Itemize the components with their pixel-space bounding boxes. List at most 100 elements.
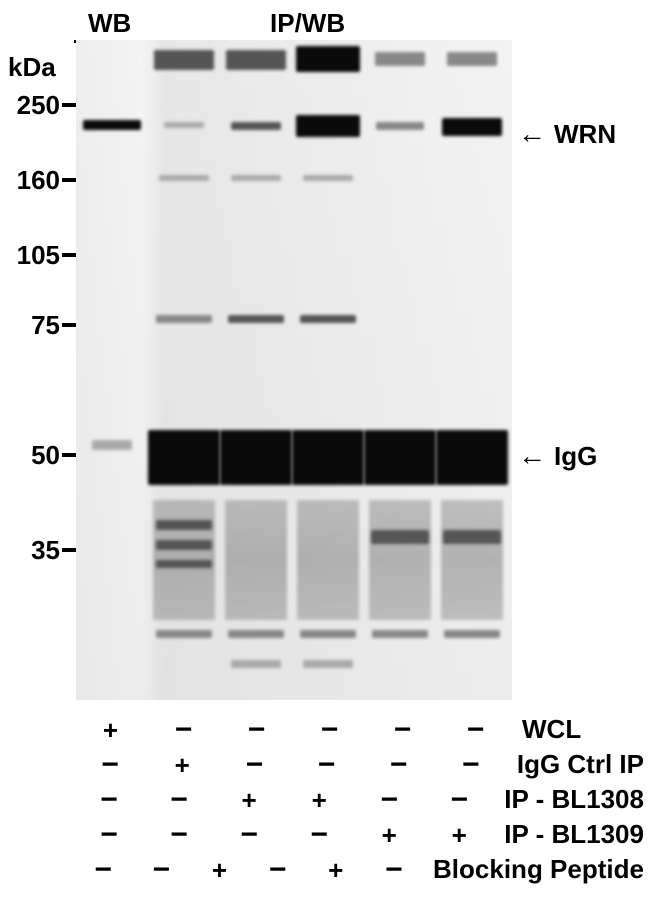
blot-band <box>159 175 209 181</box>
condition-cell: − <box>354 785 424 815</box>
blot-band <box>154 50 214 70</box>
blot-image <box>76 40 512 700</box>
blot-band <box>369 500 431 620</box>
condition-cell: − <box>439 715 512 745</box>
blot-band <box>376 122 424 130</box>
condition-cell: + <box>284 787 354 813</box>
condition-cell: − <box>435 750 507 780</box>
igg-label: IgG <box>554 441 597 472</box>
ipwb-header-label: IP/WB <box>270 8 345 39</box>
blot-band <box>228 315 284 323</box>
condition-cell: + <box>354 822 424 848</box>
condition-cell: − <box>424 785 494 815</box>
condition-cell: − <box>74 855 132 885</box>
blot-band <box>228 630 284 638</box>
condition-cell: − <box>249 855 307 885</box>
blot-band <box>231 175 281 181</box>
condition-cell: + <box>307 857 365 883</box>
blot-band <box>441 500 503 620</box>
blot-band <box>156 520 212 530</box>
wb-header-label: WB <box>88 8 131 39</box>
blot-band <box>231 660 281 668</box>
condition-cell: − <box>293 715 366 745</box>
condition-cell: − <box>144 820 214 850</box>
arrow-wrn: ← WRN <box>518 118 616 150</box>
blot-band <box>303 660 353 668</box>
condition-label: IgG Ctrl IP <box>517 749 644 780</box>
marker-tick <box>62 323 76 327</box>
blot-band <box>375 52 425 66</box>
blot-band <box>92 440 132 450</box>
blot-band <box>292 430 364 485</box>
condition-cell: − <box>74 785 144 815</box>
blot-band <box>156 315 212 323</box>
blot-band <box>164 122 204 128</box>
blot-band <box>296 115 360 137</box>
blot-band <box>148 430 220 485</box>
condition-cell: − <box>290 750 362 780</box>
blot-band <box>364 430 436 485</box>
blot-band <box>442 118 502 136</box>
blot-band <box>297 500 359 620</box>
blot-band <box>444 630 500 638</box>
marker-label: 35 <box>0 535 60 566</box>
blot-band <box>371 530 429 544</box>
condition-label: WCL <box>522 714 581 745</box>
blot-band <box>225 500 287 620</box>
condition-cell: + <box>146 752 218 778</box>
condition-row: −+−−−−IgG Ctrl IP <box>74 747 644 782</box>
condition-cell: − <box>214 820 284 850</box>
condition-cell: + <box>74 717 147 743</box>
blot-band <box>156 630 212 638</box>
blot-band <box>372 630 428 638</box>
condition-label: IP - BL1308 <box>504 784 644 815</box>
marker-label: 250 <box>0 90 60 121</box>
wrn-label: WRN <box>554 119 616 150</box>
condition-row: −−++−−IP - BL1308 <box>74 782 644 817</box>
condition-row: −−+−+−Blocking Peptide <box>74 852 644 887</box>
blot-band <box>156 540 212 550</box>
condition-cell: − <box>218 750 290 780</box>
blot-band <box>300 315 356 323</box>
marker-label: 160 <box>0 165 60 196</box>
arrow-igg: ← IgG <box>518 440 597 472</box>
blot-band <box>156 560 212 568</box>
condition-cell: + <box>424 822 494 848</box>
condition-label: IP - BL1309 <box>504 819 644 850</box>
condition-label: Blocking Peptide <box>433 854 644 885</box>
condition-table: +−−−−−WCL−+−−−−IgG Ctrl IP−−++−−IP - BL1… <box>74 712 644 887</box>
blot-band <box>447 52 497 66</box>
blot-band <box>220 430 292 485</box>
marker-label: 75 <box>0 310 60 341</box>
blot-band <box>436 430 508 485</box>
blot-band <box>300 630 356 638</box>
arrow-left-icon: ← <box>518 440 546 472</box>
marker-tick <box>62 103 76 107</box>
condition-cell: + <box>214 787 284 813</box>
condition-cell: − <box>365 855 423 885</box>
marker-label: 105 <box>0 240 60 271</box>
condition-cell: − <box>144 785 214 815</box>
blot-band <box>296 46 360 72</box>
condition-cell: − <box>132 855 190 885</box>
condition-cell: − <box>284 820 354 850</box>
marker-tick <box>62 453 76 457</box>
condition-row: +−−−−−WCL <box>74 712 644 747</box>
blot-band <box>226 50 286 70</box>
marker-tick <box>62 253 76 257</box>
marker-label: 50 <box>0 440 60 471</box>
blot-band <box>231 122 281 130</box>
kda-label: kDa <box>8 52 56 83</box>
arrow-left-icon: ← <box>518 118 546 150</box>
marker-tick <box>62 178 76 182</box>
blot-band <box>83 120 141 130</box>
condition-cell: − <box>74 820 144 850</box>
condition-cell: − <box>147 715 220 745</box>
condition-cell: − <box>220 715 293 745</box>
condition-cell: − <box>74 750 146 780</box>
condition-cell: − <box>366 715 439 745</box>
figure-container: WB IP/WB kDa 250 160 105 75 50 35 ← WRN ← IgG… <box>0 0 650 904</box>
blot-band <box>443 530 501 544</box>
blot-band <box>303 175 353 181</box>
condition-cell: − <box>363 750 435 780</box>
